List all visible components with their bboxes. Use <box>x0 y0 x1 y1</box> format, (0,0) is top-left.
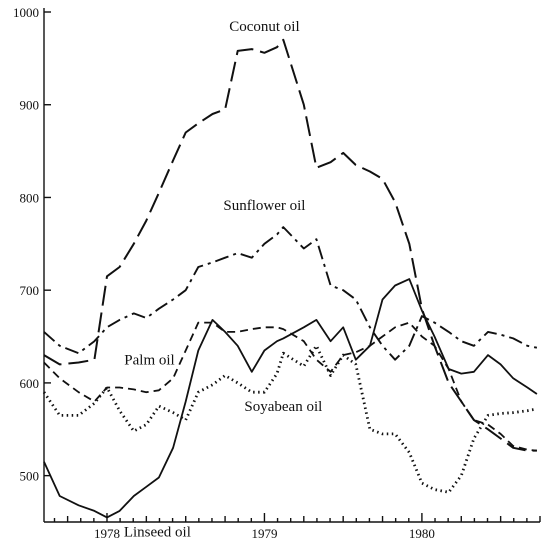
series-line-sunflower-oil <box>43 226 538 361</box>
series-label-palm-oil: Palm oil <box>124 353 174 369</box>
y-tick-label: 800 <box>20 190 40 205</box>
axes <box>43 8 540 523</box>
series-label-sunflower-oil: Sunflower oil <box>223 198 305 214</box>
series-line-soyabean-oil <box>42 344 538 494</box>
y-tick-label: 900 <box>20 98 40 113</box>
series-label-coconut-oil: Coconut oil <box>229 19 299 35</box>
series-label-linseed-oil: Linseed oil <box>124 524 191 540</box>
series-line-palm-oil <box>43 321 537 452</box>
y-tick-label: 700 <box>20 283 40 298</box>
series-lines <box>42 38 538 519</box>
series-labels: Coconut oil Sunflower oil Palm oil Soyabean… <box>124 19 322 540</box>
x-tick-label: 1978 <box>94 526 120 541</box>
x-tick-label: 1979 <box>251 526 277 541</box>
series-line-linseed-oil <box>43 278 538 519</box>
y-tick-label: 1000 <box>13 5 39 20</box>
y-tick-label: 600 <box>20 376 40 391</box>
series-label-soyabean-oil: Soyabean oil <box>244 399 322 415</box>
y-ticks: 500 600 700 800 900 1000 <box>13 5 51 484</box>
series-line-coconut-oil <box>43 38 537 452</box>
y-tick-label: 500 <box>20 469 40 484</box>
x-tick-label: 1980 <box>409 526 435 541</box>
